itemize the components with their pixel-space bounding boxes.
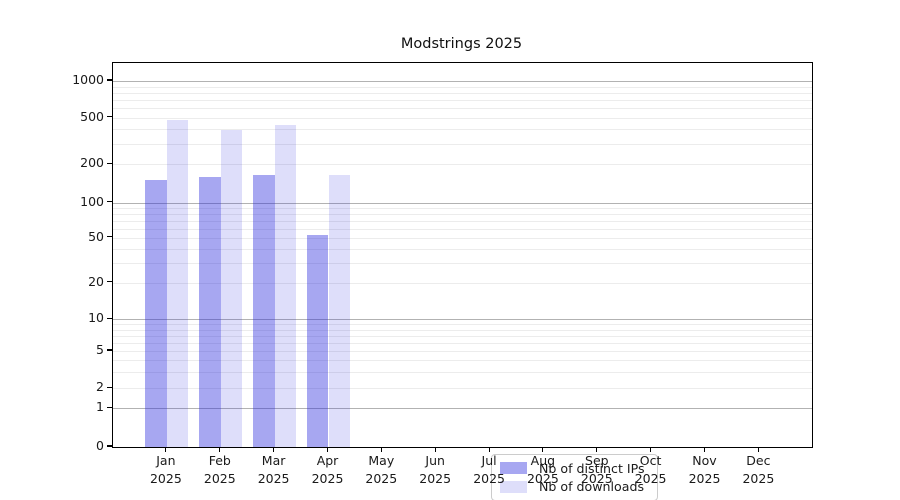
y-tick-mark [107, 236, 112, 238]
x-tick-label-sep: Sep 2025 [580, 453, 613, 486]
x-tick-label-aug: Aug 2025 [526, 453, 559, 486]
x-tick-mark-aug [542, 447, 544, 452]
major-gridline [113, 202, 812, 204]
bar-apr-downloads [328, 175, 351, 447]
minor-gridline [113, 92, 812, 94]
bar-jan-downloads [166, 119, 189, 447]
bar-jan-distinct-ips [145, 180, 167, 447]
x-tick-label-mar: Mar 2025 [257, 453, 290, 486]
y-tick-mark [107, 445, 112, 447]
x-tick-mark-jun [434, 447, 436, 452]
y-tick-label-200: 200 [80, 155, 104, 171]
x-tick-mark-apr [326, 447, 329, 452]
y-tick-label-2: 2 [96, 379, 104, 395]
y-tick-mark [107, 162, 112, 164]
minor-gridline [113, 248, 812, 250]
y-tick-mark [107, 317, 112, 319]
minor-gridline [113, 335, 812, 337]
y-tick-mark [107, 79, 112, 81]
minor-gridline [113, 99, 812, 101]
y-tick-label-100: 100 [80, 193, 104, 209]
x-tick-mark-jul [488, 447, 490, 452]
legend-label-distinct-ips: Nb of distinct IPs [539, 460, 645, 476]
minor-gridline [113, 164, 812, 166]
minor-gridline [113, 360, 812, 362]
y-tick-label-1000: 1000 [72, 72, 104, 87]
bar-mar-distinct-ips [253, 175, 275, 447]
legend: Nb of distinct IPs Nb of downloads [491, 454, 658, 500]
legend-entry-downloads: Nb of downloads [500, 479, 649, 494]
y-tick-mark [107, 201, 112, 203]
y-tick-label-10: 10 [88, 310, 104, 326]
legend-swatch-distinct-ips [500, 462, 527, 475]
x-tick-label-jan: Jan 2025 [149, 453, 182, 486]
x-tick-mark-nov [703, 447, 706, 452]
bar-feb-distinct-ips [199, 176, 221, 447]
major-gridline [113, 319, 812, 321]
minor-gridline [113, 129, 812, 130]
x-tick-mark-sep [596, 447, 598, 452]
x-tick-mark-oct [650, 447, 652, 452]
x-tick-mark-dec [757, 447, 759, 452]
minor-gridline [113, 388, 812, 390]
minor-gridline [113, 237, 812, 239]
x-tick-mark-may [380, 447, 382, 452]
x-tick-label-dec: Dec 2025 [742, 453, 775, 486]
minor-gridline [113, 108, 812, 109]
minor-gridline [113, 324, 812, 326]
plot-area: Nb of distinct IPs Nb of downloads [112, 62, 813, 500]
x-tick-mark-mar [273, 447, 275, 452]
minor-gridline [113, 117, 812, 119]
x-tick-label-apr: Apr 2025 [311, 453, 344, 486]
legend-swatch-downloads [500, 480, 527, 493]
y-tick-mark [107, 349, 112, 351]
x-tick-mark-feb [219, 447, 221, 452]
x-tick-label-jun: Jun 2025 [419, 453, 452, 486]
y-tick-label-50: 50 [88, 228, 104, 244]
minor-gridline [113, 371, 812, 373]
minor-gridline [113, 220, 812, 222]
y-tick-mark [107, 116, 112, 118]
y-tick-label-0: 0 [96, 438, 104, 453]
bar-mar-downloads [274, 125, 297, 447]
y-tick-mark [107, 406, 112, 408]
x-tick-mark-jan [165, 447, 167, 452]
x-tick-label-oct: Oct 2025 [634, 453, 667, 486]
minor-gridline [113, 214, 812, 215]
x-tick-label-may: May 2025 [365, 453, 398, 486]
legend-label-downloads: Nb of downloads [539, 479, 645, 495]
minor-gridline [113, 329, 812, 331]
x-tick-label-jul: Jul 2025 [473, 453, 505, 486]
major-gridline [113, 81, 812, 82]
y-tick-label-1: 1 [96, 399, 104, 415]
minor-gridline [113, 262, 812, 264]
minor-gridline [113, 86, 812, 88]
x-tick-label-nov: Nov 2025 [688, 453, 721, 486]
y-tick-label-500: 500 [80, 108, 104, 124]
minor-gridline [113, 228, 812, 230]
bar-apr-distinct-ips [306, 234, 329, 447]
major-gridline [113, 408, 812, 410]
y-tick-label-20: 20 [88, 273, 104, 289]
minor-gridline [113, 208, 812, 209]
y-tick-mark [107, 281, 112, 283]
minor-gridline [113, 143, 812, 145]
y-tick-mark [107, 386, 112, 388]
chart-title: Modstrings 2025 [400, 36, 523, 52]
minor-gridline [113, 282, 812, 284]
minor-gridline [113, 351, 812, 352]
bar-feb-downloads [220, 130, 243, 447]
minor-gridline [113, 342, 812, 344]
y-tick-label-5: 5 [96, 342, 104, 357]
x-tick-label-feb: Feb 2025 [203, 453, 236, 486]
legend-entry-distinct-ips: Nb of distinct IPs [500, 461, 649, 476]
